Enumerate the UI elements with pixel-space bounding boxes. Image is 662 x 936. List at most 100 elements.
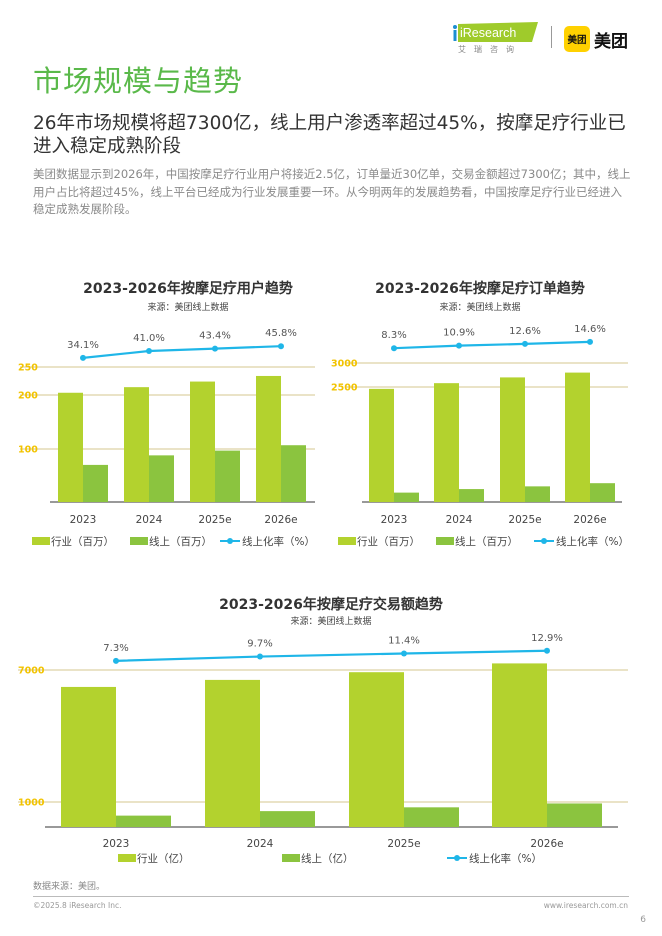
legend-label: 线上（百万）: [455, 535, 518, 548]
legend-swatch: [118, 854, 136, 862]
bar-industry: [492, 663, 547, 827]
rate-point: [522, 340, 528, 347]
bar-industry: [205, 679, 260, 827]
rate-point: [278, 343, 284, 350]
logo-divider: [551, 26, 552, 48]
legend-swatch: [130, 537, 148, 545]
x-tick-label: 2023: [103, 838, 130, 850]
y-tick-label: 1000: [18, 798, 45, 809]
chart-subtitle: 来源：美团线上数据: [147, 301, 228, 313]
bar-online: [149, 455, 174, 502]
x-tick-label: 2023: [70, 514, 97, 526]
section-title: 市场规模与趋势: [33, 64, 244, 98]
y-tick-label: 100: [18, 445, 38, 456]
page-number: 6: [640, 915, 646, 925]
rate-data-label: 7.3%: [103, 643, 128, 654]
website-link[interactable]: www.iresearch.com.cn: [543, 901, 628, 910]
x-tick-label: 2023: [381, 514, 408, 526]
legend-marker: [227, 538, 233, 544]
x-tick-label: 2026e: [573, 514, 606, 526]
x-tick-label: 2026e: [530, 838, 563, 850]
rate-point: [113, 657, 119, 664]
legend-swatch: [32, 537, 50, 545]
legend-label: 线上化率（%）: [242, 535, 315, 548]
rate-point: [146, 348, 152, 354]
meituan-logo-text: 美团: [594, 32, 628, 52]
bar-industry: [190, 381, 215, 502]
bar-industry: [500, 377, 525, 502]
bar-industry: [369, 388, 394, 502]
legend-swatch: [436, 537, 454, 545]
bar-industry: [124, 387, 149, 502]
rate-line: [115, 649, 548, 662]
bar-online: [459, 489, 484, 502]
rate-line: [393, 340, 591, 350]
bar-industry: [256, 375, 281, 502]
bar-online: [260, 811, 315, 827]
iresearch-logo: iResearch: [452, 22, 538, 42]
rate-point: [391, 345, 397, 352]
rate-data-label: 12.9%: [531, 633, 563, 644]
bar-industry: [349, 672, 404, 827]
headline: 26年市场规模将超7300亿，线上用户渗透率超过45%，按摩足疗行业已进入稳定成…: [33, 113, 626, 157]
y-tick-label: 3000: [331, 359, 358, 370]
bar-online: [281, 445, 306, 502]
bar-industry: [565, 372, 590, 502]
bar-online: [215, 450, 240, 502]
legend-label: 线上化率（%）: [556, 535, 629, 548]
bar-online: [83, 464, 108, 502]
x-tick-label: 2024: [446, 514, 473, 526]
legend-swatch: [338, 537, 356, 545]
rate-data-label: 34.1%: [67, 340, 99, 351]
meituan-logo-badge: 美团: [564, 26, 590, 52]
rate-data-label: 45.8%: [265, 328, 297, 339]
bar-industry: [434, 383, 459, 502]
legend-label: 线上（亿）: [301, 852, 354, 865]
chart-title: 2023-2026年按摩足疗订单趋势: [375, 280, 585, 297]
rate-data-label: 14.6%: [574, 324, 606, 335]
rate-point: [456, 342, 462, 349]
x-tick-label: 2025e: [387, 838, 420, 850]
legend-swatch: [282, 854, 300, 862]
bar-industry: [61, 686, 116, 827]
y-tick-label: 2500: [331, 383, 358, 394]
rate-point: [212, 345, 218, 352]
y-tick-label: 200: [18, 391, 38, 402]
legend-label: 线上（百万）: [149, 535, 212, 548]
bar-online: [525, 486, 550, 502]
rate-point: [257, 653, 263, 660]
chart-title: 2023-2026年按摩足疗交易额趋势: [219, 596, 443, 613]
rate-data-label: 8.3%: [381, 330, 406, 341]
rate-data-label: 11.4%: [388, 635, 420, 646]
bar-online: [394, 492, 419, 502]
footer-divider: [33, 896, 629, 897]
rate-data-label: 41.0%: [133, 333, 165, 344]
bar-online: [590, 483, 615, 502]
legend-label: 行业（亿）: [137, 852, 190, 865]
iresearch-logo-cn: 艾瑞咨询: [458, 45, 522, 54]
legend-marker: [541, 538, 547, 544]
chart-title: 2023-2026年按摩足疗用户趋势: [83, 280, 293, 297]
y-tick-label: 7000: [18, 666, 45, 677]
legend-label: 线上化率（%）: [469, 852, 542, 865]
legend-label: 行业（百万）: [357, 535, 420, 548]
y-tick-label: 250: [18, 363, 38, 374]
copyright: ©2025.8 iResearch Inc.: [33, 901, 122, 910]
legend-label: 行业（百万）: [51, 535, 114, 548]
rate-data-label: 9.7%: [247, 639, 272, 650]
data-source-note: 数据来源：美团。: [33, 882, 106, 892]
bar-online: [116, 815, 171, 827]
rate-data-label: 10.9%: [443, 328, 475, 339]
rate-point: [401, 650, 407, 657]
summary-paragraph: 美团数据显示到2026年，中国按摩足疗行业用户将接近2.5亿，订单量近30亿单，…: [33, 167, 631, 216]
bar-industry: [58, 392, 83, 502]
legend-marker: [454, 855, 460, 861]
svg-text:iResearch: iResearch: [460, 26, 516, 40]
rate-point: [80, 354, 86, 361]
rate-point: [587, 338, 593, 345]
